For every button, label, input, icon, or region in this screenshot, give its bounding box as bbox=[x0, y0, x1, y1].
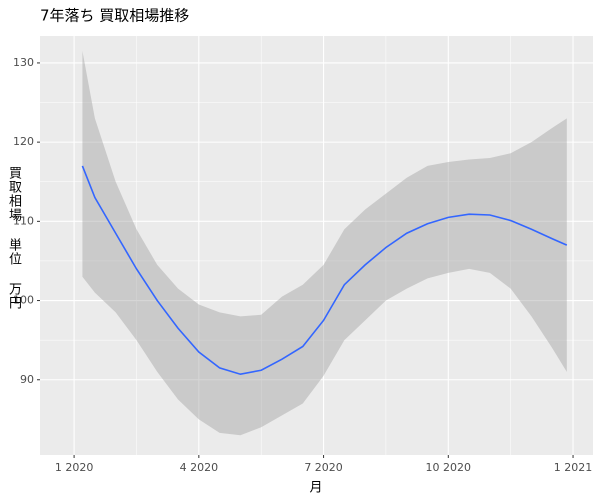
x-tick-label: 4 2020 bbox=[180, 461, 219, 474]
confidence-band bbox=[82, 51, 567, 436]
panel bbox=[40, 36, 593, 455]
x-tick-label: 1 2021 bbox=[554, 461, 593, 474]
y-tick-label: 130 bbox=[13, 56, 34, 69]
x-tick-label: 10 2020 bbox=[426, 461, 472, 474]
y-tick-label: 120 bbox=[13, 135, 34, 148]
x-tick-label: 1 2020 bbox=[55, 461, 94, 474]
y-tick-label: 110 bbox=[13, 214, 34, 227]
chart-title: 7年落ち 買取相場推移 bbox=[40, 7, 189, 25]
x-tick-label: 7 2020 bbox=[304, 461, 343, 474]
smooth-line bbox=[81, 165, 568, 376]
x-axis-title: 月 bbox=[309, 481, 322, 496]
y-tick-label: 90 bbox=[20, 373, 34, 386]
y-tick-label: 100 bbox=[13, 294, 34, 307]
y-axis-title: 買取相場 単位 万円 bbox=[6, 166, 21, 310]
